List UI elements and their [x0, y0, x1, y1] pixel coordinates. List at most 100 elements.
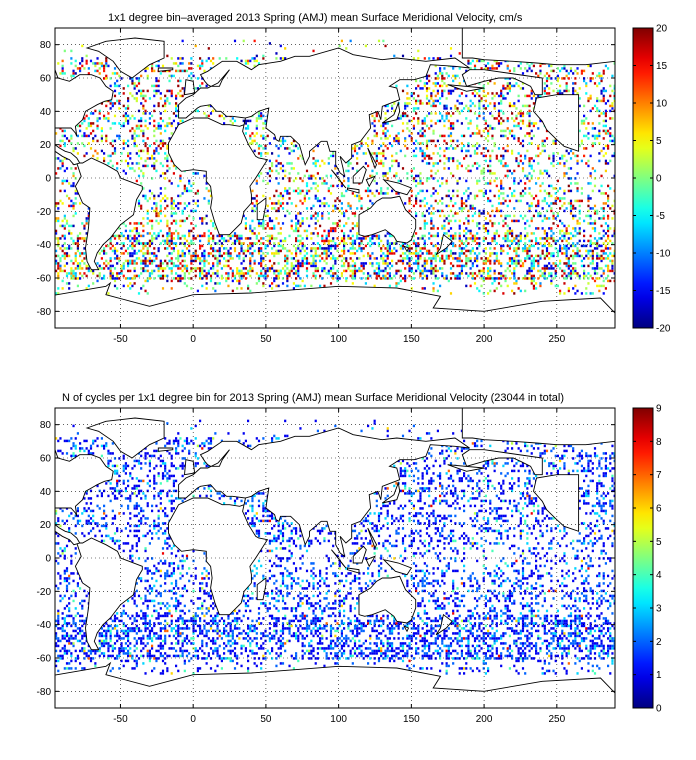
- data-cell: [493, 247, 496, 250]
- data-cell: [214, 289, 217, 293]
- data-cell: [194, 267, 197, 270]
- data-cell: [449, 132, 453, 135]
- data-cell: [142, 242, 145, 245]
- data-cell: [201, 244, 204, 248]
- data-cell: [380, 249, 383, 253]
- data-cell: [484, 189, 487, 193]
- data-cell: [463, 264, 466, 268]
- data-cell: [497, 119, 501, 123]
- data-cell: [604, 102, 607, 105]
- data-cell: [445, 179, 448, 183]
- data-cell: [517, 99, 520, 103]
- data-cell: [356, 194, 359, 198]
- data-cell: [563, 192, 566, 195]
- data-cell: [103, 274, 106, 278]
- data-cell: [181, 212, 184, 215]
- data-cell: [144, 262, 147, 265]
- data-cell: [295, 237, 298, 240]
- data-cell: [419, 177, 422, 180]
- data-cell: [96, 69, 99, 73]
- data-cell: [347, 169, 350, 173]
- data-cell: [323, 284, 326, 288]
- data-cell: [340, 274, 343, 278]
- data-cell: [543, 199, 546, 203]
- data-cell: [607, 217, 610, 220]
- data-cell: [589, 97, 592, 100]
- data-cell: [487, 82, 490, 85]
- data-cell: [497, 234, 501, 238]
- data-cell: [489, 172, 492, 175]
- data-cell: [532, 274, 535, 278]
- data-cell: [266, 267, 269, 270]
- data-cell: [266, 222, 269, 225]
- data-cell: [369, 254, 372, 258]
- data-cell: [351, 147, 354, 150]
- data-cell: [480, 212, 483, 215]
- data-cell: [172, 74, 175, 78]
- data-cell: [598, 237, 601, 240]
- data-cell: [247, 59, 250, 63]
- data-cell: [343, 244, 346, 248]
- data-cell: [194, 224, 197, 228]
- data-cell: [415, 202, 418, 205]
- data-cell: [170, 279, 173, 283]
- data-cell: [504, 217, 507, 220]
- data-cell: [504, 214, 507, 218]
- data-cell: [609, 139, 612, 143]
- data-cell: [343, 252, 346, 255]
- data-cell: [482, 169, 485, 173]
- data-cell: [216, 264, 219, 268]
- data-cell: [554, 217, 557, 220]
- data-cell: [244, 127, 247, 130]
- data-cell: [454, 77, 457, 80]
- data-cell: [223, 237, 226, 240]
- data-cell: [465, 94, 468, 98]
- data-cell: [157, 269, 160, 273]
- data-cell: [83, 239, 86, 243]
- data-cell: [329, 154, 333, 158]
- data-cell: [135, 97, 138, 100]
- data-cell: [170, 222, 173, 225]
- data-cell: [113, 284, 117, 288]
- data-cell: [155, 254, 158, 258]
- data-cell: [281, 197, 285, 200]
- data-cell: [170, 214, 173, 218]
- data-cell: [469, 119, 472, 123]
- data-cell: [181, 69, 184, 73]
- data-cell: [528, 209, 531, 213]
- data-cell: [563, 224, 566, 228]
- data-cell: [521, 139, 525, 143]
- data-cell: [188, 179, 191, 183]
- data-cell: [574, 214, 577, 218]
- data-cell: [476, 182, 479, 185]
- data-cell: [312, 174, 315, 178]
- data-cell: [441, 274, 444, 278]
- data-cell: [565, 74, 568, 78]
- data-cell: [441, 259, 444, 263]
- data-cell: [443, 89, 446, 93]
- data-cell: [445, 117, 448, 120]
- data-cell: [159, 174, 162, 178]
- data-cell: [255, 127, 258, 130]
- data-cell: [500, 129, 503, 133]
- data-cell: [281, 164, 285, 168]
- data-cell: [517, 247, 520, 250]
- data-cell: [593, 237, 597, 240]
- data-cell: [314, 267, 317, 270]
- data-cell: [548, 272, 551, 275]
- data-cell: [530, 267, 533, 270]
- data-cell: [59, 247, 62, 250]
- data-cell: [460, 202, 463, 205]
- data-cell: [611, 104, 614, 108]
- data-cell: [491, 67, 494, 70]
- data-cell: [220, 274, 223, 278]
- data-cell: [133, 267, 136, 270]
- data-cell: [607, 67, 610, 70]
- data-cell: [591, 227, 594, 230]
- data-cell: [432, 104, 435, 108]
- data-cell: [131, 242, 134, 245]
- data-cell: [399, 117, 402, 120]
- data-cell: [65, 179, 69, 183]
- data-cell: [223, 117, 226, 120]
- data-cell: [192, 199, 195, 203]
